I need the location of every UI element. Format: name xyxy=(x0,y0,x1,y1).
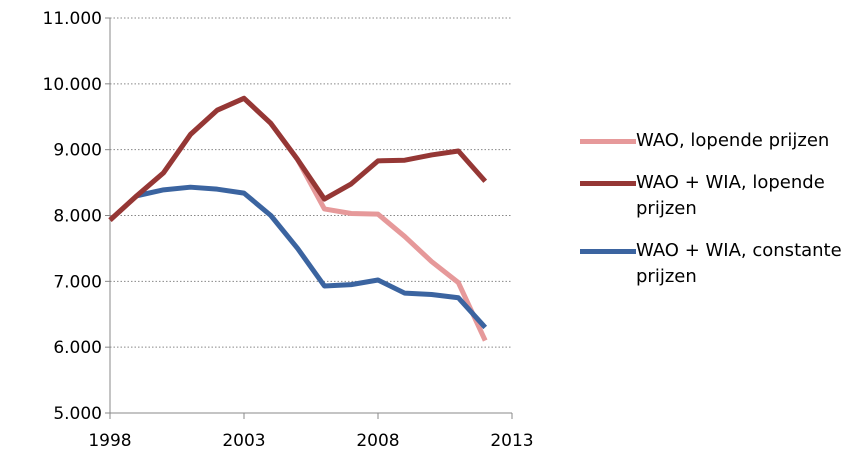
x-tick-label: 2008 xyxy=(356,431,399,451)
legend-item: WAO + WIA, lopende prijzen xyxy=(580,170,866,222)
y-tick-label: 6.000 xyxy=(53,338,102,358)
x-tick-label: 1998 xyxy=(88,431,131,451)
legend-label: WAO + WIA, constante prijzen xyxy=(636,240,842,287)
legend: WAO, lopende prijzen WAO + WIA, lopende p… xyxy=(580,128,866,306)
legend-item: WAO, lopende prijzen xyxy=(580,128,866,154)
series-line xyxy=(136,184,488,330)
y-tick-label: 11.000 xyxy=(43,9,102,29)
series-line xyxy=(108,95,488,342)
y-tick-label: 10.000 xyxy=(43,75,102,95)
series-line xyxy=(108,95,488,222)
x-tick-label: 2003 xyxy=(222,431,265,451)
x-tick-label: 2013 xyxy=(490,431,533,451)
legend-swatch xyxy=(580,139,636,144)
y-tick-label: 7.000 xyxy=(53,272,102,292)
y-tick-label: 5.000 xyxy=(53,404,102,424)
legend-label: WAO, lopende prijzen xyxy=(636,130,830,151)
y-tick-label: 9.000 xyxy=(53,141,102,161)
y-tick-label: 8.000 xyxy=(53,207,102,227)
legend-swatch xyxy=(580,181,636,186)
legend-item: WAO + WIA, constante prijzen xyxy=(580,238,866,290)
legend-label: WAO + WIA, lopende prijzen xyxy=(636,172,825,219)
legend-swatch xyxy=(580,249,636,254)
